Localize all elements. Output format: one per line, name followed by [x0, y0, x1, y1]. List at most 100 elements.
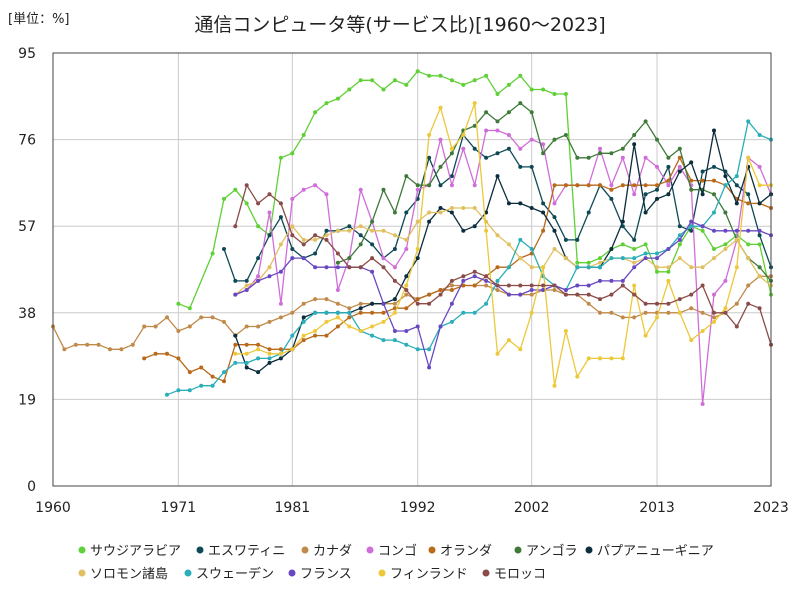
data-point [267, 233, 272, 238]
data-point [415, 301, 420, 306]
data-point [575, 265, 580, 270]
data-point [529, 288, 534, 292]
data-point [575, 237, 580, 242]
data-point [381, 256, 386, 261]
data-point [278, 201, 283, 206]
data-point [199, 383, 204, 388]
data-point [632, 265, 637, 270]
data-point [210, 383, 215, 388]
data-point [301, 133, 306, 137]
series-10 [233, 101, 773, 388]
data-point [347, 228, 352, 233]
series-0 [176, 69, 773, 311]
data-point [609, 151, 614, 156]
data-point [392, 338, 397, 343]
data-point [392, 297, 397, 302]
legend-item: オランダ [428, 544, 492, 559]
data-point [176, 329, 181, 333]
data-point [404, 283, 409, 288]
data-point [757, 164, 762, 169]
data-point [472, 78, 477, 83]
data-point [620, 219, 625, 224]
legend-label: モロッコ [494, 567, 546, 582]
data-point [495, 174, 500, 179]
data-point [666, 278, 671, 283]
data-point [734, 301, 739, 306]
data-point [598, 310, 602, 315]
data-point [324, 297, 329, 302]
data-point [96, 342, 101, 347]
data-point [552, 228, 557, 233]
data-point [484, 274, 489, 279]
data-point [620, 256, 625, 261]
data-point [404, 82, 409, 87]
data-point [586, 265, 591, 270]
data-point [495, 92, 500, 96]
data-point [723, 242, 728, 247]
data-point [586, 210, 591, 215]
data-point [324, 333, 329, 338]
data-point [518, 237, 523, 242]
data-point [609, 356, 614, 361]
data-point [506, 110, 511, 115]
series-line [178, 70, 772, 309]
data-point [689, 178, 694, 183]
data-point [677, 169, 682, 174]
data-point [427, 183, 432, 188]
legend-label: カナダ [313, 544, 352, 559]
data-point [746, 301, 751, 306]
data-point [586, 356, 591, 361]
data-point [620, 242, 625, 247]
data-point [700, 169, 705, 174]
data-point [666, 192, 671, 197]
data-point [632, 260, 637, 265]
data-point [734, 174, 739, 179]
data-point [723, 228, 728, 233]
data-point [746, 119, 751, 124]
data-point [381, 187, 386, 192]
data-point [586, 292, 591, 297]
data-point [256, 324, 261, 329]
data-point [347, 224, 352, 229]
data-point [712, 164, 716, 169]
data-point [655, 187, 659, 192]
data-point [506, 201, 511, 206]
data-point [472, 269, 477, 274]
data-point [347, 315, 352, 320]
data-point [643, 155, 648, 160]
data-point [404, 329, 409, 333]
data-point [449, 278, 454, 283]
data-point [404, 306, 409, 311]
legend-item: モロッコ [482, 567, 546, 582]
data-point [449, 174, 454, 179]
data-point [484, 301, 489, 306]
data-point [723, 278, 728, 283]
data-point [381, 319, 386, 324]
data-point [358, 187, 363, 192]
data-point [552, 183, 557, 188]
data-point [335, 315, 340, 320]
data-point [643, 251, 648, 256]
data-point [484, 278, 489, 283]
data-point [267, 347, 272, 352]
data-point [392, 301, 397, 306]
data-point [358, 301, 363, 306]
data-point [472, 146, 477, 151]
data-point [495, 119, 500, 124]
data-point [677, 155, 682, 160]
data-point [244, 183, 249, 188]
data-point [267, 360, 272, 365]
data-point [324, 101, 329, 106]
data-point [552, 92, 557, 96]
data-point [278, 347, 283, 352]
data-point [563, 256, 568, 261]
data-point [358, 233, 363, 238]
data-point [746, 256, 751, 261]
data-point [256, 201, 261, 206]
data-point [62, 347, 67, 352]
legend-marker [288, 569, 296, 577]
data-point [643, 333, 648, 338]
data-point [199, 365, 204, 370]
data-point [552, 383, 557, 388]
data-point [244, 288, 249, 292]
